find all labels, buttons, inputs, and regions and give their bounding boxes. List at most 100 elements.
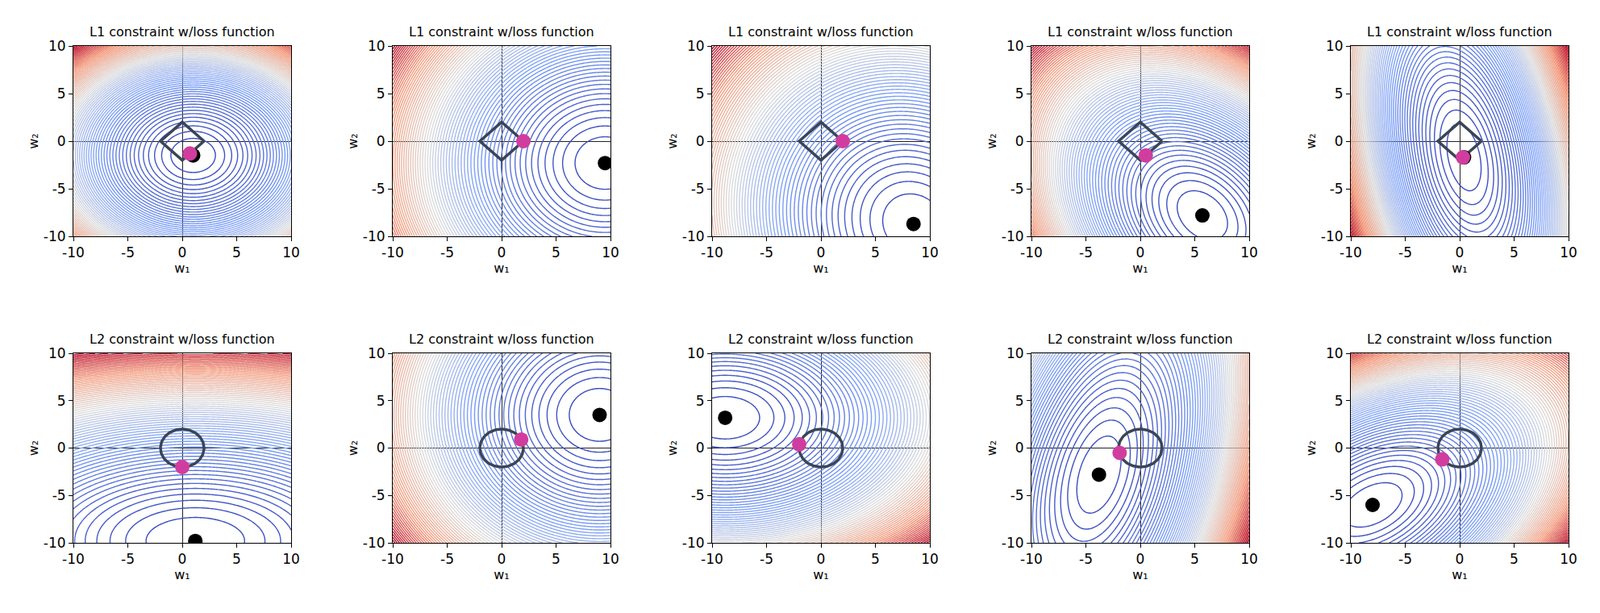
svg-text:10: 10 (601, 550, 620, 567)
svg-text:10: 10 (1240, 550, 1259, 567)
svg-text:0: 0 (57, 439, 67, 456)
svg-text:w₁: w₁ (1132, 260, 1149, 276)
svg-text:10: 10 (48, 37, 67, 55)
svg-text:10: 10 (282, 244, 300, 261)
svg-text:5: 5 (1509, 244, 1519, 261)
svg-text:5: 5 (232, 550, 242, 567)
svg-text:w₁: w₁ (1451, 260, 1468, 276)
svg-text:10: 10 (1006, 345, 1025, 362)
svg-text:0: 0 (1015, 133, 1025, 150)
svg-text:5: 5 (551, 550, 561, 567)
svg-text:5: 5 (1334, 85, 1344, 102)
svg-text:0: 0 (695, 133, 705, 150)
svg-text:-10: -10 (381, 550, 405, 567)
svg-text:10: 10 (48, 345, 67, 362)
svg-text:-5: -5 (371, 180, 386, 197)
svg-text:10: 10 (367, 37, 386, 55)
svg-text:-5: -5 (120, 244, 135, 261)
svg-text:-5: -5 (1398, 244, 1413, 261)
svg-text:0: 0 (1136, 550, 1146, 567)
svg-text:-5: -5 (1010, 180, 1025, 197)
svg-text:5: 5 (232, 244, 242, 261)
svg-text:5: 5 (870, 244, 880, 261)
svg-text:5: 5 (551, 244, 561, 261)
svg-text:10: 10 (601, 244, 620, 261)
svg-text:10: 10 (1325, 345, 1344, 362)
svg-text:L2 constraint w/loss function: L2 constraint w/loss function (728, 331, 914, 347)
svg-text:5: 5 (1015, 392, 1025, 409)
svg-text:10: 10 (920, 550, 939, 567)
svg-text:-5: -5 (1079, 244, 1093, 261)
svg-text:w₁: w₁ (493, 566, 510, 583)
svg-text:0: 0 (376, 133, 386, 150)
svg-text:5: 5 (695, 85, 705, 102)
svg-text:0: 0 (178, 244, 188, 261)
svg-text:-5: -5 (691, 487, 705, 504)
svg-text:-5: -5 (52, 487, 67, 504)
svg-text:w₂: w₂ (25, 133, 42, 150)
svg-text:0: 0 (816, 550, 826, 567)
svg-text:-10: -10 (43, 228, 67, 245)
svg-text:5: 5 (1334, 392, 1344, 409)
svg-text:w₁: w₁ (174, 260, 191, 276)
svg-text:w₂: w₂ (345, 440, 361, 457)
svg-text:-10: -10 (62, 550, 85, 567)
svg-text:L1 constraint w/loss function: L1 constraint w/loss function (408, 24, 595, 40)
svg-text:w₂: w₂ (1303, 440, 1319, 457)
svg-text:5: 5 (376, 392, 386, 409)
svg-text:10: 10 (1559, 244, 1578, 261)
svg-text:5: 5 (695, 392, 705, 409)
svg-text:-10: -10 (1020, 244, 1043, 261)
svg-text:-10: -10 (43, 534, 67, 551)
svg-text:w₂: w₂ (345, 133, 361, 150)
svg-text:w₁: w₁ (1451, 566, 1468, 583)
svg-text:5: 5 (1190, 550, 1200, 567)
svg-text:w₁: w₁ (1132, 566, 1149, 583)
svg-text:-5: -5 (759, 244, 774, 261)
svg-text:-10: -10 (62, 244, 85, 261)
svg-text:10: 10 (687, 345, 705, 362)
svg-text:0: 0 (695, 439, 705, 456)
svg-text:w₁: w₁ (174, 566, 191, 583)
svg-text:0: 0 (178, 550, 188, 567)
svg-text:w₂: w₂ (983, 440, 1000, 457)
svg-text:-5: -5 (1010, 487, 1025, 504)
svg-text:L2 constraint w/loss function: L2 constraint w/loss function (89, 331, 275, 347)
svg-text:L1 constraint w/loss function: L1 constraint w/loss function (1047, 24, 1234, 40)
svg-text:-10: -10 (1020, 550, 1043, 567)
svg-text:5: 5 (870, 550, 880, 567)
svg-text:w₂: w₂ (664, 440, 680, 457)
svg-text:L1 constraint w/loss function: L1 constraint w/loss function (728, 24, 914, 40)
svg-text:5: 5 (1509, 550, 1519, 567)
svg-text:-5: -5 (1079, 550, 1093, 567)
svg-text:-10: -10 (1001, 228, 1025, 245)
svg-text:10: 10 (920, 244, 939, 261)
svg-text:-10: -10 (700, 550, 724, 567)
svg-text:L1 constraint w/loss function: L1 constraint w/loss function (1366, 24, 1553, 40)
svg-text:-5: -5 (759, 550, 774, 567)
svg-text:-10: -10 (362, 534, 386, 551)
svg-text:10: 10 (687, 37, 705, 55)
svg-text:w₂: w₂ (25, 440, 42, 457)
svg-text:5: 5 (376, 85, 386, 102)
svg-text:L2 constraint w/loss function: L2 constraint w/loss function (1047, 331, 1234, 347)
svg-text:0: 0 (1455, 244, 1465, 261)
svg-text:w₂: w₂ (1303, 133, 1319, 150)
svg-text:0: 0 (816, 244, 826, 261)
svg-text:-5: -5 (120, 550, 135, 567)
svg-text:L1 constraint w/loss function: L1 constraint w/loss function (89, 24, 275, 40)
svg-text:5: 5 (57, 85, 67, 102)
svg-text:w₁: w₁ (493, 260, 510, 276)
svg-text:-10: -10 (1320, 534, 1344, 551)
svg-text:10: 10 (1240, 244, 1259, 261)
svg-text:-5: -5 (691, 180, 705, 197)
svg-text:0: 0 (57, 133, 67, 150)
svg-text:0: 0 (1455, 550, 1465, 567)
svg-text:0: 0 (1136, 244, 1146, 261)
svg-text:0: 0 (376, 439, 386, 456)
svg-text:-10: -10 (1001, 534, 1025, 551)
svg-text:L2 constraint w/loss function: L2 constraint w/loss function (1366, 331, 1553, 347)
svg-text:-10: -10 (682, 228, 705, 245)
svg-text:-10: -10 (1320, 228, 1344, 245)
svg-text:10: 10 (1325, 37, 1344, 55)
